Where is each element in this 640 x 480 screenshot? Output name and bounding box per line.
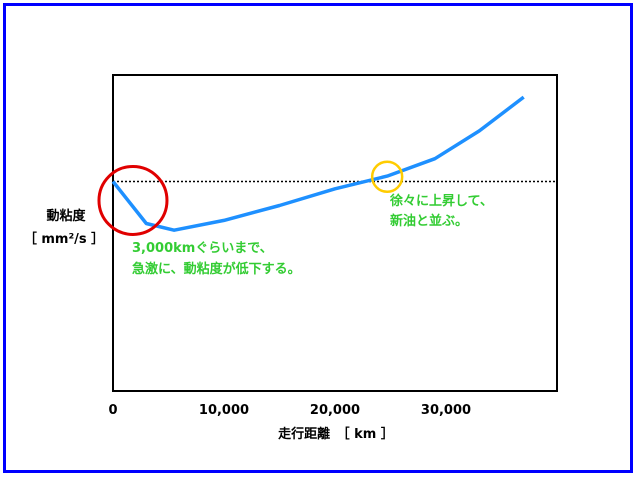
x-tick-label: 10,000: [199, 403, 249, 418]
x-tick-label: 0: [108, 403, 117, 418]
viscosity-series-line: [111, 95, 525, 232]
drop-note-line-1: 3,000kmぐらいまで、: [132, 241, 273, 256]
x-tick-labels: 0 10,000 20,000 30,000: [108, 403, 471, 418]
x-tick-label: 30,000: [421, 403, 471, 418]
rise-note-line-1: 徐々に上昇して、: [389, 193, 493, 209]
y-axis-label: 動粘度: [46, 208, 86, 224]
x-tick-label: 20,000: [310, 403, 360, 418]
x-axis-label: 走行距離 ［ km ］: [278, 426, 394, 442]
rise-highlight-circle: [370, 160, 404, 194]
outer-frame: [3, 3, 633, 473]
drop-highlight-circle: [97, 164, 169, 236]
y-axis-unit: ［ mm²/s ］: [24, 231, 104, 247]
rise-note-line-2: 新油と並ぶ。: [390, 213, 468, 229]
drop-note-line-2: 急激に、動粘度が低下する。: [132, 261, 301, 277]
